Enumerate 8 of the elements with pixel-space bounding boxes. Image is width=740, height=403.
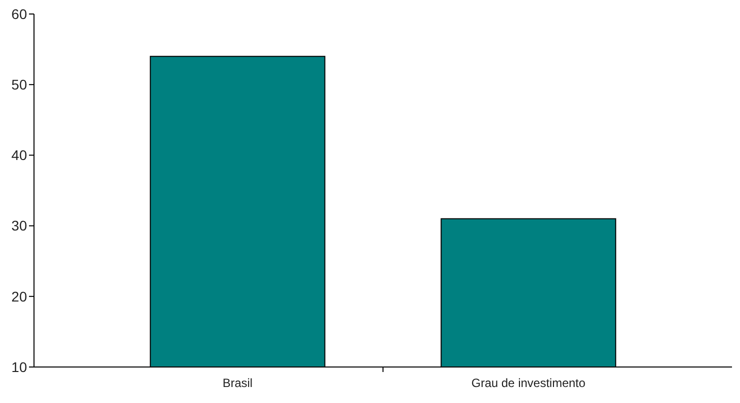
y-tick-label: 40 xyxy=(11,147,28,164)
x-tick-label: Grau de investimento xyxy=(471,376,586,390)
y-tick-label: 30 xyxy=(11,218,28,234)
y-tick-label: 50 xyxy=(11,76,28,92)
y-tick-label: 60 xyxy=(11,6,28,22)
x-tick-label: Brasil xyxy=(222,376,253,390)
y-tick-label: 10 xyxy=(11,358,28,375)
y-tick-label: 20 xyxy=(11,288,28,304)
